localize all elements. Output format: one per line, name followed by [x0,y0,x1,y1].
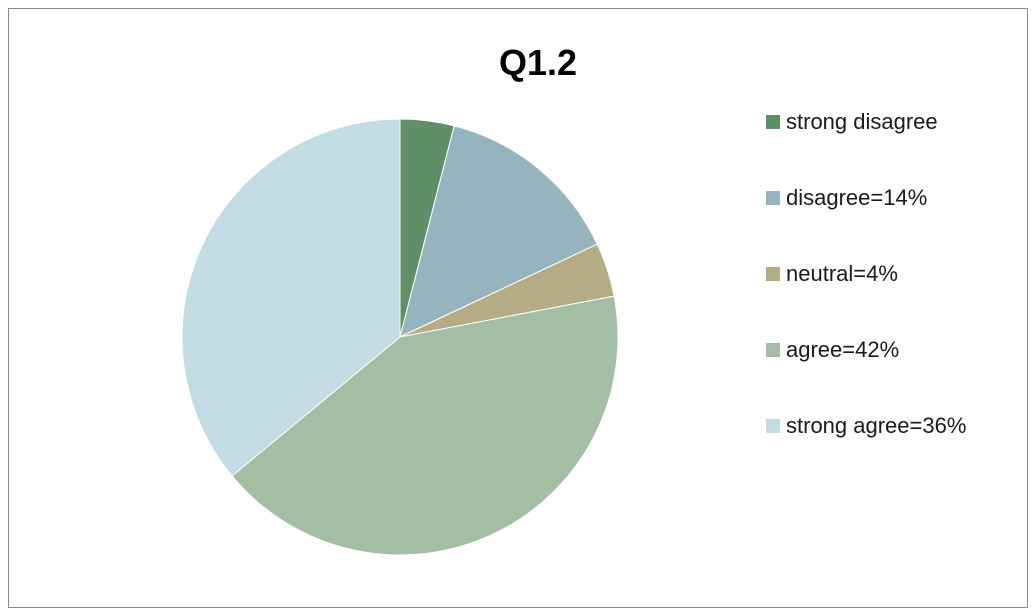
pie-slice [231,295,619,556]
legend-label: neutral=4% [786,261,898,286]
legend-label: strong disagree [786,109,938,134]
legend-label: agree=42% [786,337,900,362]
legend-swatch [766,419,780,433]
pie-slice [181,118,401,477]
legend-item: strong disagree [766,106,966,182]
legend-item: neutral=4% [766,258,966,334]
legend-label: disagree=14% [786,185,928,210]
legend-item: strong agree=36% [766,410,966,486]
pie-chart [181,118,619,556]
legend: strong disagree disagree=14% neutral=4% … [766,106,966,486]
legend-label: strong agree=36% [786,413,967,438]
legend-item: disagree=14% [766,182,966,258]
legend-swatch [766,267,780,281]
legend-swatch [766,343,780,357]
chart-title: Q1.2 [498,42,578,83]
pie-slice [399,125,598,338]
legend-swatch [766,115,780,129]
legend-item: agree=42% [766,334,966,410]
pie-slices [181,118,619,556]
legend-swatch [766,191,780,205]
